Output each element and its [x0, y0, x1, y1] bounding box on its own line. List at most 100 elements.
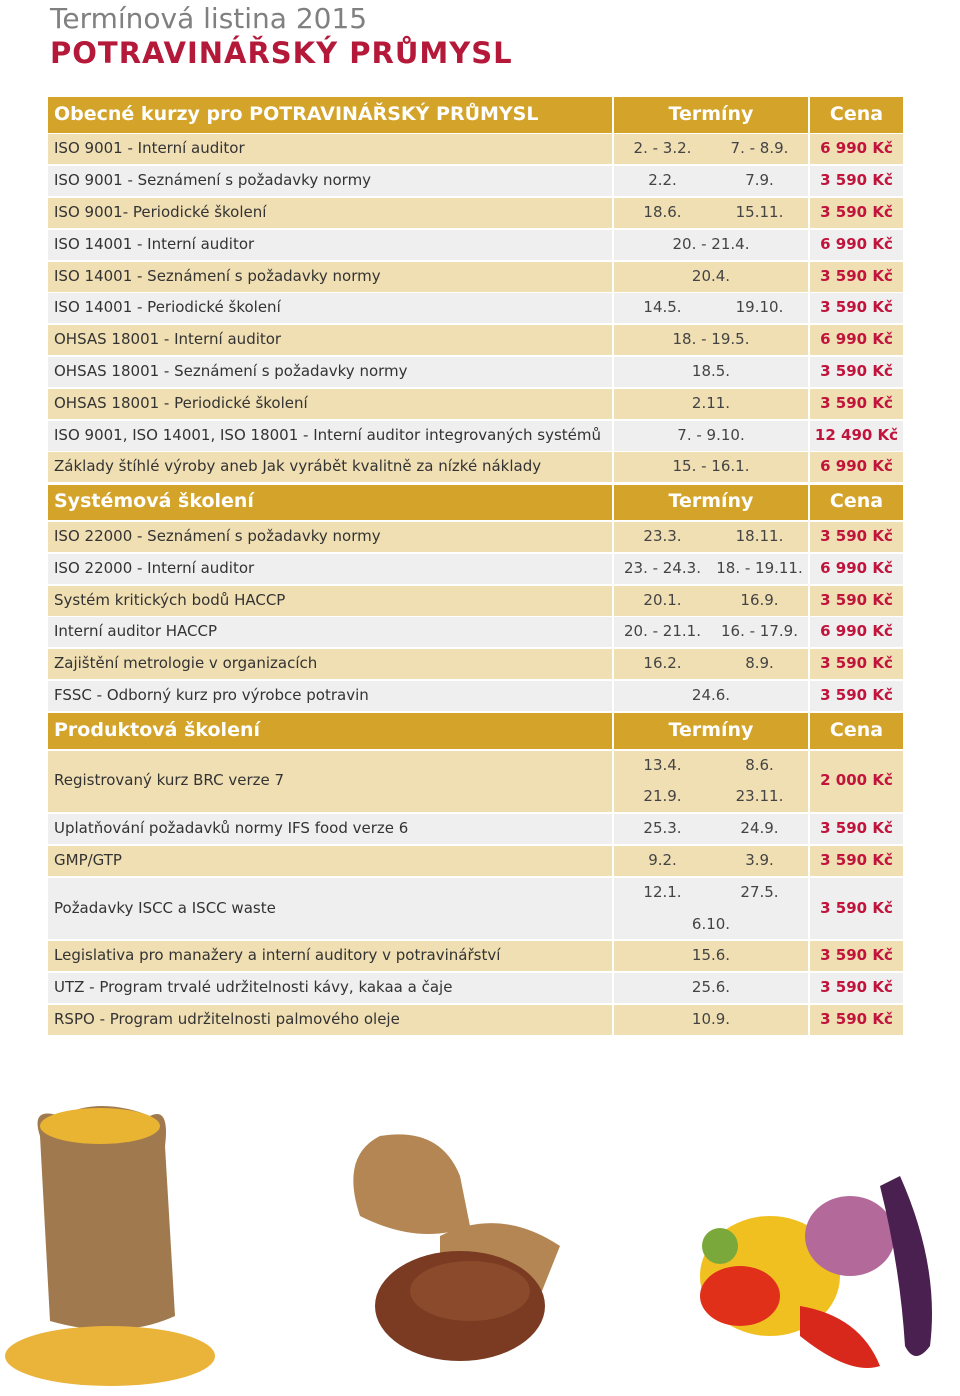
row-bg	[810, 941, 903, 972]
date: 23. - 24.3.	[624, 558, 701, 577]
subtitle: POTRAVINÁŘSKÝ PRŮMYSL	[50, 36, 513, 70]
row-bg	[614, 134, 808, 165]
row-bg	[614, 229, 808, 260]
price: 6 990 Kč	[820, 234, 893, 253]
row-bg	[614, 293, 808, 324]
row-bg	[614, 649, 808, 680]
course-name: Interní auditor HACCP	[54, 622, 218, 641]
price: 2 000 Kč	[820, 771, 893, 790]
row-bg	[810, 134, 903, 165]
date: 18.6.	[643, 202, 682, 221]
date: 10.9.	[691, 1009, 731, 1028]
date: 20. - 21.1.	[624, 622, 701, 641]
row-bg	[810, 261, 903, 292]
date: 18. - 19.5.	[672, 330, 750, 349]
price: 12 490 Kč	[814, 425, 899, 444]
row-bg	[48, 1004, 612, 1035]
section-header-bg	[48, 97, 612, 133]
row-bg	[48, 134, 612, 165]
price: 6 990 Kč	[820, 622, 893, 641]
price: 3 590 Kč	[820, 393, 893, 412]
date: 2.2.	[648, 171, 677, 190]
row-bg	[810, 521, 903, 552]
price: 6 990 Kč	[820, 457, 893, 476]
course-name: OHSAS 18001 - Seznámení s požadavky norm…	[54, 361, 408, 380]
date: 13.4.	[643, 755, 682, 774]
row-bg	[48, 166, 612, 197]
section-title: Systémová školení	[54, 490, 254, 513]
date: 8.9.	[745, 654, 774, 673]
row-bg	[810, 1004, 903, 1035]
date: 16.2.	[643, 654, 682, 673]
row-bg	[614, 877, 808, 940]
date: 8.6.	[745, 755, 774, 774]
date: 3.9.	[745, 850, 774, 869]
date: 20.1.	[643, 590, 682, 609]
course-name: Registrovaný kurz BRC verze 7	[54, 771, 285, 790]
course-name: GMP/GTP	[54, 850, 122, 869]
date: 27.5.	[740, 882, 779, 901]
date: 18.11.	[735, 526, 784, 545]
section-header-bg	[810, 97, 903, 133]
course-name: Legislativa pro manažery a interní audit…	[54, 946, 501, 965]
date: 15.6.	[691, 946, 731, 965]
price-header: Cena	[829, 102, 884, 125]
date: 24.9.	[740, 819, 779, 838]
price-header: Cena	[829, 490, 884, 513]
date: 23.3.	[643, 526, 682, 545]
price: 6 990 Kč	[820, 139, 893, 158]
date: 20.4.	[691, 266, 731, 285]
course-name: Systém kritických bodů HACCP	[54, 590, 286, 609]
price: 3 590 Kč	[820, 978, 893, 997]
course-name: FSSC - Odborný kurz pro výrobce potravin	[54, 685, 369, 704]
row-bg	[810, 845, 903, 876]
row-bg	[810, 585, 903, 616]
date: 6.10.	[691, 914, 731, 933]
course-name: ISO 14001 - Periodické školení	[54, 298, 281, 317]
row-bg	[810, 750, 903, 813]
price: 3 590 Kč	[820, 590, 893, 609]
section-header-bg	[614, 713, 808, 749]
row-bg	[614, 680, 808, 711]
row-bg	[48, 845, 612, 876]
price: 3 590 Kč	[820, 361, 893, 380]
row-bg	[810, 420, 903, 451]
date: 16. - 17.9.	[721, 622, 798, 641]
row-bg	[810, 229, 903, 260]
date: 2. - 3.2.	[633, 139, 692, 158]
row-bg	[48, 649, 612, 680]
row-bg	[810, 553, 903, 584]
row-bg	[614, 325, 808, 356]
row-bg	[48, 973, 612, 1004]
row-bg	[614, 973, 808, 1004]
section-header-bg	[614, 97, 808, 133]
row-bg	[614, 197, 808, 228]
price: 3 590 Kč	[820, 526, 893, 545]
row-bg	[48, 261, 612, 292]
row-bg	[614, 521, 808, 552]
date: 15.11.	[735, 202, 784, 221]
course-name: ISO 9001 - Seznámení s požadavky normy	[54, 171, 372, 190]
date: 25.6.	[691, 978, 731, 997]
price: 3 590 Kč	[820, 266, 893, 285]
price: 3 590 Kč	[820, 898, 893, 917]
date: 12.1.	[643, 882, 682, 901]
row-bg	[48, 553, 612, 584]
row-bg	[614, 750, 808, 813]
date: 9.2.	[648, 850, 677, 869]
course-name: Zajištění metrologie v organizacích	[54, 654, 318, 673]
row-bg	[810, 649, 903, 680]
row-bg	[48, 229, 612, 260]
row-bg	[810, 452, 903, 483]
row-bg	[614, 941, 808, 972]
date: 20. - 21.4.	[672, 234, 750, 253]
course-name: ISO 14001 - Interní auditor	[54, 234, 255, 253]
course-name: Požadavky ISCC a ISCC waste	[54, 898, 276, 917]
date: 2.11.	[691, 393, 731, 412]
row-bg	[614, 452, 808, 483]
row-bg	[614, 845, 808, 876]
row-bg	[48, 521, 612, 552]
row-bg	[48, 197, 612, 228]
row-bg	[48, 680, 612, 711]
row-bg	[810, 814, 903, 845]
